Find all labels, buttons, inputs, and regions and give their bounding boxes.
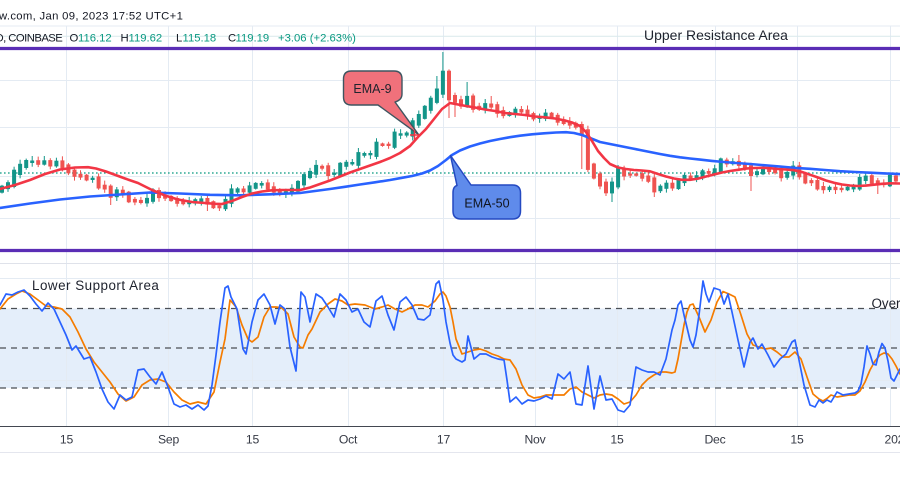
svg-text:Dec: Dec xyxy=(704,433,725,447)
svg-text:O: O xyxy=(70,33,79,45)
svg-text:15: 15 xyxy=(610,433,624,447)
svg-text:17: 17 xyxy=(437,433,451,447)
svg-text:Lower Support Area: Lower Support Area xyxy=(32,278,159,293)
svg-text:D, COINBASE: D, COINBASE xyxy=(0,33,63,45)
svg-text:Upper Resistance Area: Upper Resistance Area xyxy=(644,27,788,43)
svg-text:+3.06 (+2.63%): +3.06 (+2.63%) xyxy=(278,33,356,45)
svg-text:L: L xyxy=(176,33,182,45)
svg-text:H: H xyxy=(121,33,129,45)
svg-text:Overbought: Overbought xyxy=(872,296,900,311)
svg-text:EMA-50: EMA-50 xyxy=(464,197,509,211)
svg-text:2023: 2023 xyxy=(885,433,900,447)
svg-text:119.19: 119.19 xyxy=(236,33,270,45)
svg-text:15: 15 xyxy=(246,433,260,447)
svg-text:115.18: 115.18 xyxy=(183,33,217,45)
svg-text:Sep: Sep xyxy=(158,433,180,447)
svg-text:Oct: Oct xyxy=(339,433,358,447)
svg-text:EMA-9: EMA-9 xyxy=(353,82,391,96)
svg-text:15: 15 xyxy=(60,433,74,447)
svg-text:15: 15 xyxy=(790,433,804,447)
svg-text:116.12: 116.12 xyxy=(78,33,112,45)
svg-text:119.62: 119.62 xyxy=(129,33,163,45)
svg-text:Nov: Nov xyxy=(524,433,546,447)
svg-text:w.com, Jan 09, 2023 17:52 UTC+: w.com, Jan 09, 2023 17:52 UTC+1 xyxy=(0,11,183,23)
svg-text:C: C xyxy=(228,33,236,45)
